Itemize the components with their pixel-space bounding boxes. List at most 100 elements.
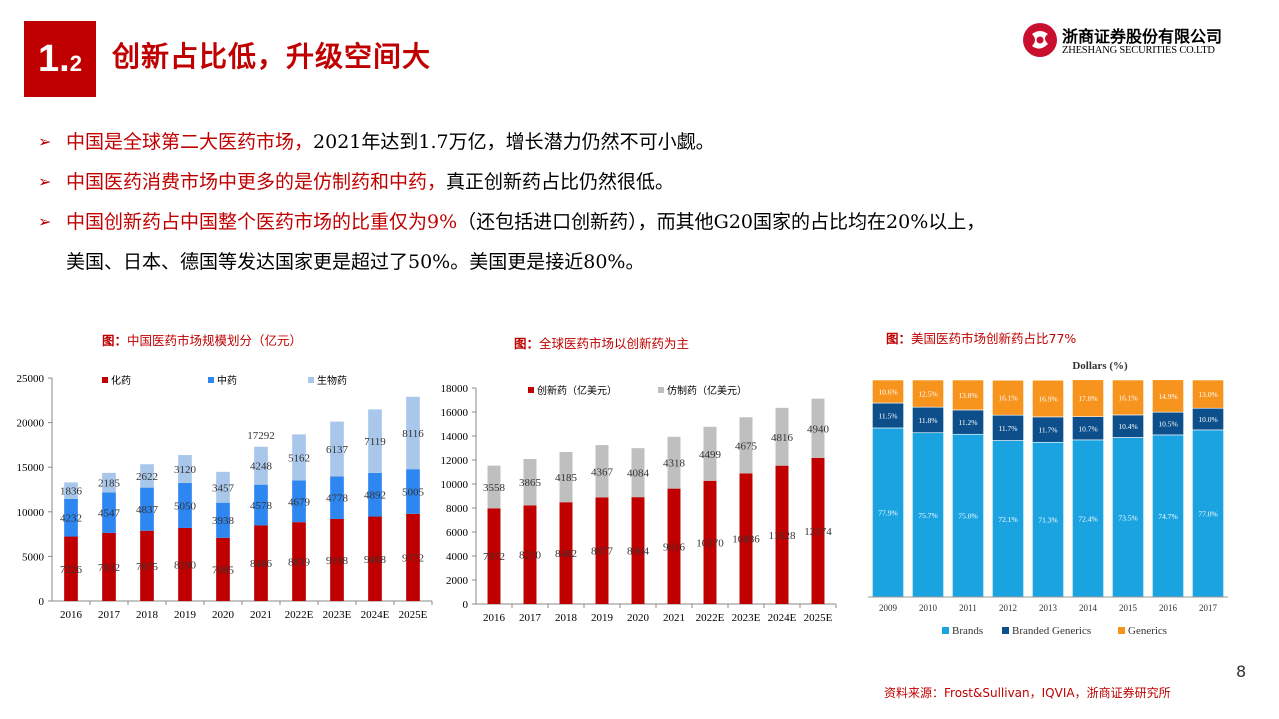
page-number: 8 [1236, 662, 1247, 681]
y-tick-label: 20000 [17, 418, 45, 430]
bar-segment [703, 480, 717, 604]
legend-label: Brands [952, 625, 983, 637]
data-label: 4547 [98, 508, 121, 520]
y-tick-label: 5000 [22, 551, 45, 563]
data-label: 10.4% [1118, 422, 1137, 431]
data-label: 4940 [807, 423, 830, 435]
data-label: 4778 [326, 493, 349, 505]
data-label: 11.2% [958, 418, 977, 427]
bar-segment [487, 508, 501, 604]
data-label: 7119 [364, 436, 386, 448]
x-tick-label: 2020 [212, 609, 235, 621]
data-label: 75.0% [958, 512, 977, 521]
data-label: 8116 [402, 428, 424, 440]
x-tick-label: 2010 [919, 603, 938, 613]
bar-segment [559, 502, 573, 604]
x-tick-label: 2019 [174, 609, 197, 621]
data-label: 4816 [771, 432, 794, 444]
legend-label: 仿制药（亿美元） [667, 384, 747, 397]
arrow-bullet-icon: ➢ [38, 212, 52, 231]
x-tick-label: 2009 [879, 603, 898, 613]
bar-segment [523, 458, 537, 506]
bar-segment [487, 465, 501, 509]
bar-segment [368, 516, 382, 601]
data-label: 7632 [98, 562, 120, 574]
data-label: 8839 [288, 557, 311, 569]
arrow-bullet-icon: ➢ [38, 132, 52, 151]
y-tick-label: 8000 [446, 503, 469, 515]
bar-segment [216, 471, 230, 503]
data-label: 4185 [555, 472, 578, 484]
bar-segment [140, 530, 154, 601]
data-label: 16.1% [1118, 393, 1137, 402]
bar-segment [1152, 379, 1184, 413]
x-tick-label: 2023E [732, 612, 761, 624]
data-label: 9616 [663, 541, 686, 553]
chart-title: Dollars (%) [1072, 360, 1128, 372]
bar-segment [631, 448, 645, 498]
bullet-continuation: 美国、日本、德国等发达国家更是超过了50%。美国更是接近80%。 [38, 244, 1248, 284]
bar-segment [368, 472, 382, 517]
company-logo: 浙商证券股份有限公司 ZHESHANG SECURITIES CO.LTD [1022, 22, 1252, 62]
caption-prefix: 图： [514, 336, 540, 351]
bar-segment [595, 497, 609, 604]
bar-segment [292, 522, 306, 601]
data-label: 77.0% [1198, 509, 1217, 518]
x-tick-label: 2017 [98, 609, 121, 621]
x-tick-label: 2013 [1039, 603, 1058, 613]
data-label: 72.4% [1078, 514, 1097, 523]
bullet-highlight: 中国创新药占中国整个医药市场的比重仅为9% [66, 211, 458, 233]
data-label: 16.9% [1038, 395, 1057, 404]
data-label: 12.5% [918, 390, 937, 399]
legend-label: 化药 [111, 374, 131, 387]
bar-segment [811, 398, 825, 458]
bar-segment [178, 455, 192, 483]
section-number: 1. [38, 37, 70, 80]
data-label: 3457 [212, 482, 235, 494]
caption-prefix: 图： [102, 333, 128, 348]
bar-segment [667, 436, 681, 489]
x-tick-label: 2016 [483, 612, 506, 624]
bar-segment [102, 532, 116, 601]
bar-segment [254, 484, 268, 526]
data-label: 17.0% [1078, 394, 1097, 403]
bar-segment [330, 421, 344, 477]
data-label: 11528 [768, 530, 796, 542]
source-note: 资料来源：Frost&Sullivan，IQVIA，浙商证券研究所 [884, 686, 1171, 700]
bar-segment [872, 379, 904, 404]
data-label: 4499 [699, 449, 722, 461]
data-label: 6137 [326, 444, 349, 456]
section-subnumber: 2 [69, 51, 82, 76]
china-pharma-market-chart: 0 5000 10000 15000 20000 25000 7226 4232 1836 201… [17, 373, 433, 621]
legend-label: 生物药 [317, 374, 347, 387]
data-label: 8466 [250, 558, 273, 570]
x-tick-label: 2023E [323, 609, 352, 621]
bar-segment [102, 492, 116, 533]
bar-segment [912, 406, 944, 434]
data-label: 3865 [519, 477, 542, 489]
data-label: 8904 [627, 546, 650, 558]
data-label: 9468 [364, 554, 387, 566]
bar-segment [406, 469, 420, 514]
global-pharma-market-chart: 0 2000 4000 6000 8000 10000 12000 14000 16000 180… [441, 383, 837, 624]
bar-segment [1032, 379, 1064, 418]
bar-segment [292, 434, 306, 481]
data-label: 10.7% [1078, 424, 1097, 433]
bar-segment [559, 451, 573, 503]
data-label: 4248 [250, 461, 273, 473]
x-tick-label: 2024E [361, 609, 390, 621]
bar-segment [254, 525, 268, 601]
arrow-bullet-icon: ➢ [38, 172, 52, 191]
data-label: 11.8% [918, 416, 937, 425]
y-tick-label: 10000 [17, 507, 45, 519]
bullet-text: 真正创新药占比仍然很低。 [446, 171, 675, 193]
bar-segment [140, 464, 154, 488]
y-tick-label: 4000 [446, 551, 469, 563]
x-tick-label: 2018 [136, 609, 159, 621]
data-label: 12174 [804, 526, 832, 538]
legend-swatch [102, 377, 108, 383]
y-tick-label: 18000 [441, 383, 469, 395]
y-tick-label: 10000 [441, 479, 469, 491]
logo-cn-text: 浙商证券股份有限公司 [1062, 27, 1223, 46]
bar-segment [292, 480, 306, 523]
